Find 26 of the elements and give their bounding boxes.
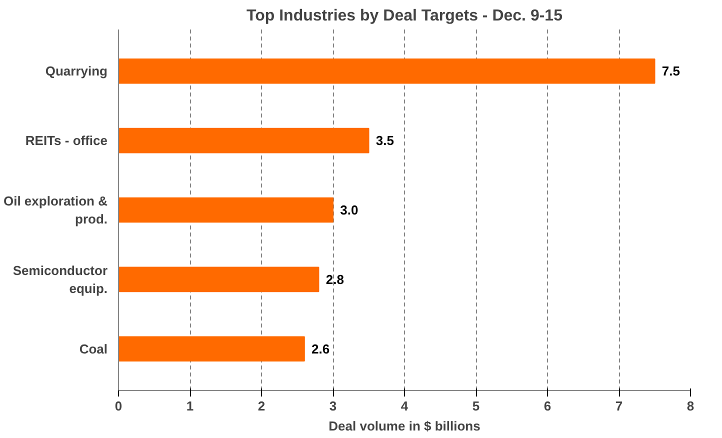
x-tick-label: 5	[472, 398, 480, 414]
y-tick-label: REITs - office	[25, 133, 108, 148]
y-tick-label: Coal	[79, 341, 108, 356]
data-label: 2.8	[326, 272, 344, 287]
chart-title: Top Industries by Deal Targets - Dec. 9-15	[246, 8, 563, 24]
y-tick-label: Quarrying	[45, 64, 108, 79]
x-tick-label: 6	[544, 398, 552, 414]
data-label: 7.5	[662, 64, 680, 79]
x-tick-label: 0	[114, 398, 122, 414]
y-tick-label: Oil exploration & prod.	[3, 194, 108, 226]
x-tick-label: 8	[686, 398, 694, 414]
x-axis-title: Deal volume in $ billions	[328, 418, 480, 434]
data-label: 3.0	[340, 202, 358, 218]
x-tick-label: 4	[400, 398, 409, 414]
data-label: 3.5	[376, 133, 394, 148]
bar	[118, 128, 370, 154]
x-tick-label: 2	[258, 398, 266, 414]
x-tick-label: 3	[329, 398, 337, 414]
y-tick-label: Semiconductor equip.	[12, 262, 108, 296]
bar	[118, 266, 320, 292]
bar	[118, 58, 656, 84]
data-label: 2.6	[312, 341, 330, 356]
x-tick-label: 7	[615, 398, 623, 414]
bar	[118, 336, 305, 362]
x-tick-label: 1	[186, 398, 194, 414]
bar	[118, 197, 334, 223]
